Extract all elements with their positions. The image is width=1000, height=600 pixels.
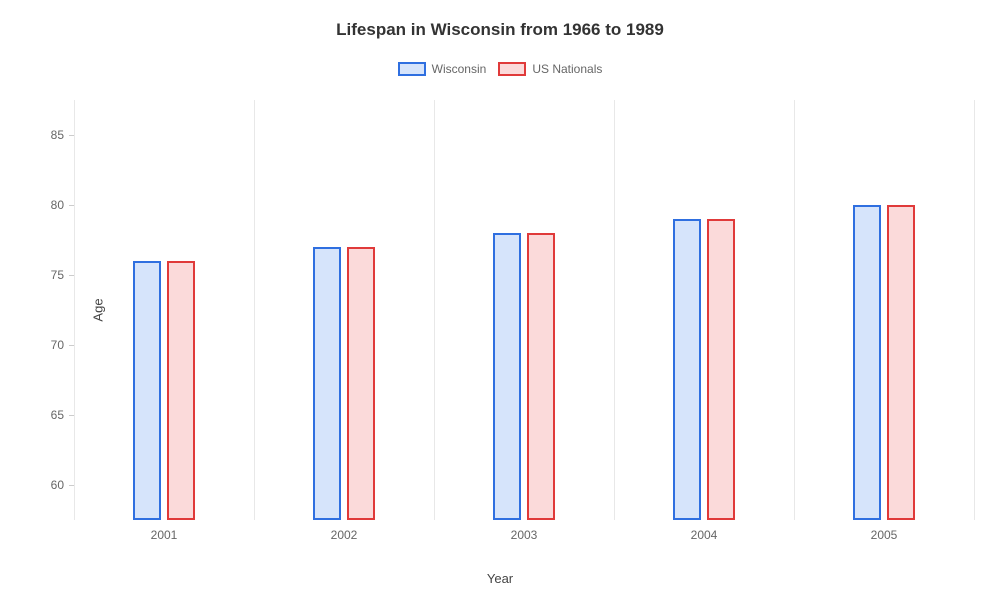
grid-line [254, 100, 255, 520]
bar [133, 261, 161, 520]
bar [527, 233, 555, 520]
grid-line [74, 100, 75, 520]
x-tick-label: 2002 [331, 528, 358, 542]
y-axis-label: Age [91, 298, 106, 321]
bar [673, 219, 701, 520]
grid-line [434, 100, 435, 520]
legend: Wisconsin US Nationals [0, 62, 1000, 76]
legend-label-us-nationals: US Nationals [532, 62, 602, 76]
bar [313, 247, 341, 520]
y-tick-mark [69, 205, 74, 206]
bar [887, 205, 915, 520]
bar [493, 233, 521, 520]
y-tick-label: 80 [34, 198, 64, 212]
y-tick-mark [69, 275, 74, 276]
plot-area: Age 20012002200320042005606570758085 [74, 100, 974, 520]
x-axis-label: Year [487, 571, 513, 586]
bar [347, 247, 375, 520]
y-tick-mark [69, 135, 74, 136]
y-tick-label: 70 [34, 338, 64, 352]
bar [853, 205, 881, 520]
y-tick-mark [69, 485, 74, 486]
grid-line [794, 100, 795, 520]
y-tick-label: 85 [34, 128, 64, 142]
x-tick-label: 2005 [871, 528, 898, 542]
grid-line [974, 100, 975, 520]
legend-label-wisconsin: Wisconsin [432, 62, 487, 76]
bar [167, 261, 195, 520]
chart-title: Lifespan in Wisconsin from 1966 to 1989 [0, 0, 1000, 40]
y-tick-mark [69, 415, 74, 416]
legend-item-us-nationals: US Nationals [498, 62, 602, 76]
legend-swatch-wisconsin [398, 62, 426, 76]
legend-item-wisconsin: Wisconsin [398, 62, 487, 76]
x-tick-label: 2004 [691, 528, 718, 542]
y-tick-mark [69, 345, 74, 346]
grid-line [614, 100, 615, 520]
y-tick-label: 65 [34, 408, 64, 422]
y-tick-label: 60 [34, 478, 64, 492]
chart-container: Lifespan in Wisconsin from 1966 to 1989 … [0, 0, 1000, 600]
y-tick-label: 75 [34, 268, 64, 282]
legend-swatch-us-nationals [498, 62, 526, 76]
bar [707, 219, 735, 520]
x-tick-label: 2003 [511, 528, 538, 542]
x-tick-label: 2001 [151, 528, 178, 542]
